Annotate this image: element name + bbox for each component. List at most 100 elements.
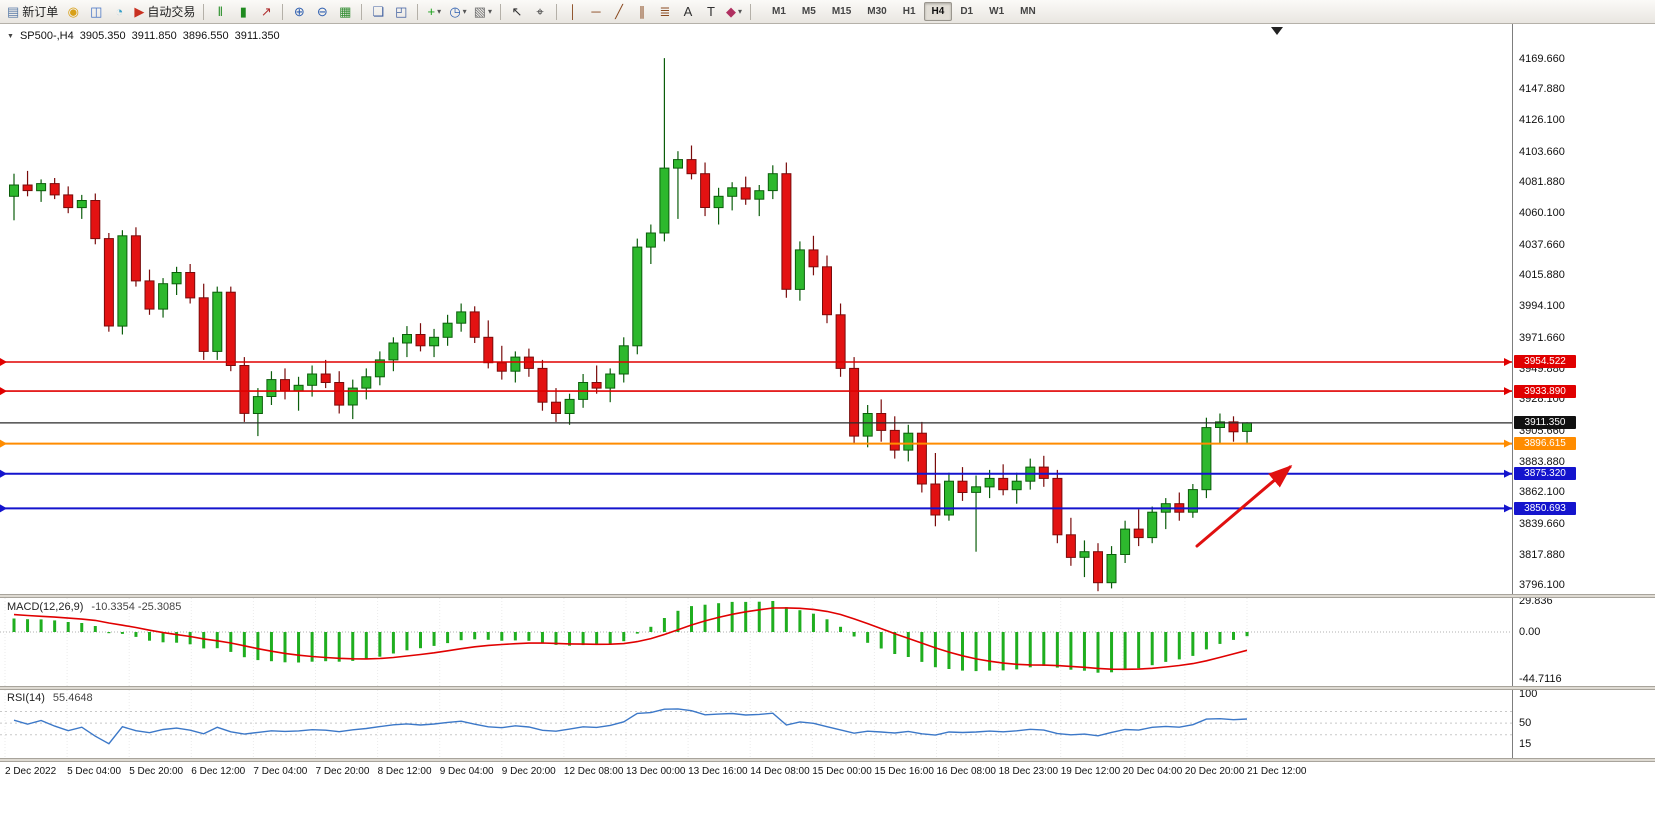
chart-ohlc-header: ▼ SP500-,H4 3905.350 3911.850 3896.550 3… (7, 30, 280, 42)
period-clock-icon-button[interactable]: ◷ ▾ (446, 2, 469, 22)
new-order-button[interactable]: ▤ 新订单 (4, 2, 61, 22)
axis-tick: 4103.660 (1519, 145, 1565, 158)
grid-icon-button[interactable]: ▦ (334, 2, 356, 22)
time-tick-label: 15 Dec 16:00 (874, 766, 934, 777)
toolbar-separator (556, 3, 557, 20)
toolbar-separator (417, 3, 419, 20)
fibonacci-icon-button[interactable]: ≣ (654, 2, 676, 22)
add-indicator-icon-button[interactable]: + ▾ (423, 2, 445, 22)
candle-chart-icon-glyph: ▮ (239, 4, 247, 19)
community-icon-button[interactable]: ◔ (108, 2, 130, 22)
time-tick-label: 5 Dec 04:00 (67, 766, 122, 777)
zoom-in-icon-button[interactable]: ⊕ (288, 2, 310, 22)
time-tick-label: 21 Dec 12:00 (1247, 766, 1307, 777)
text-label-icon-glyph: T (707, 4, 715, 19)
horizontal-line-icon-button[interactable]: ─ (585, 2, 607, 22)
add-indicator-icon-glyph: + (427, 4, 436, 19)
axis-tick: 3817.880 (1519, 548, 1565, 561)
arrange-windows-icon-glyph: ◰ (395, 4, 408, 19)
time-tick-label: 13 Dec 00:00 (626, 766, 686, 777)
tf-button-d1[interactable]: D1 (960, 6, 974, 17)
channel-icon-button[interactable]: ∥ (631, 2, 653, 22)
macd-header: MACD(12,26,9) -10.3354 -25.3085 (7, 601, 181, 613)
toolbar-separator (282, 3, 284, 20)
tf-button-w1[interactable]: W1 (989, 6, 1005, 17)
tf-button-h1[interactable]: H1 (902, 6, 916, 17)
toolbar-separator (500, 3, 501, 20)
axis-tick: 50 (1519, 717, 1532, 730)
cursor-icon-button[interactable]: ↖ (506, 2, 528, 22)
axis-tick: 3883.880 (1519, 455, 1565, 468)
time-tick-label: 19 Dec 12:00 (1060, 766, 1121, 777)
time-tick-label: 2 Dec 2022 (5, 766, 57, 777)
chart-high-value: 3911.850 (131, 30, 177, 42)
tile-windows-icon-glyph: ❏ (372, 4, 385, 19)
quotes-icon-button[interactable]: ◉ (62, 2, 84, 22)
time-tick-label: 7 Dec 20:00 (315, 766, 370, 777)
panel-splitter[interactable] (0, 686, 1655, 690)
tf-button-m15[interactable]: M15 (831, 6, 852, 17)
vertical-line-icon-button[interactable]: │ (562, 2, 584, 22)
text-label-icon-button[interactable]: T (700, 2, 722, 22)
rsi-panel[interactable] (0, 690, 1512, 758)
axis-tick: 3796.100 (1519, 579, 1565, 592)
shapes-icon-button[interactable]: ◆ ▾ (723, 2, 745, 22)
axis-tick: 4081.880 (1519, 176, 1565, 189)
rsi-title: RSI(14) (7, 692, 45, 704)
profiles-icon-button[interactable]: ◫ (85, 2, 107, 22)
tf-button-mn[interactable]: MN (1020, 6, 1036, 17)
rsi-value: 55.4648 (52, 692, 93, 704)
toolbar-separator (203, 3, 205, 20)
tile-windows-icon-button[interactable]: ❏ (367, 2, 389, 22)
tf-button-h4[interactable]: H4 (923, 2, 953, 21)
autotrade-button[interactable]: ▶ 自动交易 (131, 2, 198, 22)
candlestick-chart[interactable] (0, 24, 1512, 594)
zoom-out-icon-button[interactable]: ⊖ (311, 2, 333, 22)
axis-tick: 3971.660 (1519, 331, 1565, 344)
price-axis[interactable]: 4169.660 4147.880 4126.100 4103.660 4081.880… (1512, 24, 1655, 762)
chart-open-value: 3905.350 (79, 30, 126, 42)
zoom-out-icon-glyph: ⊖ (316, 4, 328, 19)
channel-icon-glyph: ∥ (638, 4, 646, 19)
fibonacci-icon-glyph: ≣ (659, 4, 671, 19)
crosshair-icon-glyph: ⌖ (536, 4, 544, 19)
chart-symbol-period: SP500-,H4 (19, 30, 74, 42)
axis-tick: 100 (1519, 688, 1538, 700)
crosshair-icon-button[interactable]: ⌖ (529, 2, 551, 22)
tf-button-m1[interactable]: M1 (772, 6, 786, 17)
tf-button-m30[interactable]: M30 (867, 6, 887, 17)
tf-button-m5[interactable]: M5 (801, 6, 816, 17)
chart-low-value: 3896.550 (182, 30, 229, 42)
bar-chart-icon-glyph: ‖ (217, 4, 224, 19)
panel-splitter[interactable] (0, 594, 1655, 598)
arrange-windows-icon-button[interactable]: ◰ (390, 2, 412, 22)
vertical-line-icon-glyph: │ (568, 4, 578, 19)
price-line-label: 3850.693 (1514, 501, 1576, 515)
autotrade-glyph: ▶ (134, 4, 145, 19)
candle-chart-icon-button[interactable]: ▮ (232, 2, 254, 22)
template-icon-button[interactable]: ▧ ▾ (471, 2, 495, 22)
toolbar-separator (361, 3, 363, 20)
trendline-icon-button[interactable]: ╱ (608, 2, 630, 22)
axis-tick: 4037.660 (1519, 238, 1565, 251)
new-order-button-label: 新订单 (22, 5, 59, 19)
panel-splitter[interactable] (0, 758, 1655, 762)
zoom-in-icon-glyph: ⊕ (293, 4, 305, 19)
line-chart-icon-glyph: ↗ (260, 4, 272, 19)
time-tick-label: 7 Dec 04:00 (253, 766, 308, 777)
time-axis[interactable]: 2 Dec 2022 5 Dec 04:00 5 Dec 20:00 6 Dec 12… (0, 762, 1512, 780)
axis-tick: -44.7116 (1519, 672, 1562, 685)
axis-tick: 4126.100 (1519, 114, 1565, 126)
price-line-label: 3875.320 (1514, 467, 1576, 481)
axis-tick: 4147.880 (1519, 83, 1565, 96)
line-chart-icon-button[interactable]: ↗ (255, 2, 277, 22)
bar-chart-icon-button[interactable]: ‖ (209, 2, 231, 22)
macd-panel[interactable] (0, 598, 1512, 686)
time-tick-label: 20 Dec 04:00 (1122, 766, 1183, 777)
price-line-label: 3896.615 (1514, 437, 1576, 451)
timeframe-group: M1 M5 M15 M30 H1 H4 D1 W1 MN (764, 2, 1044, 21)
text-icon-button[interactable]: A (677, 2, 699, 22)
axis-tick: 15 (1519, 737, 1532, 750)
chart-collapse-icon[interactable]: ▼ (7, 32, 14, 40)
